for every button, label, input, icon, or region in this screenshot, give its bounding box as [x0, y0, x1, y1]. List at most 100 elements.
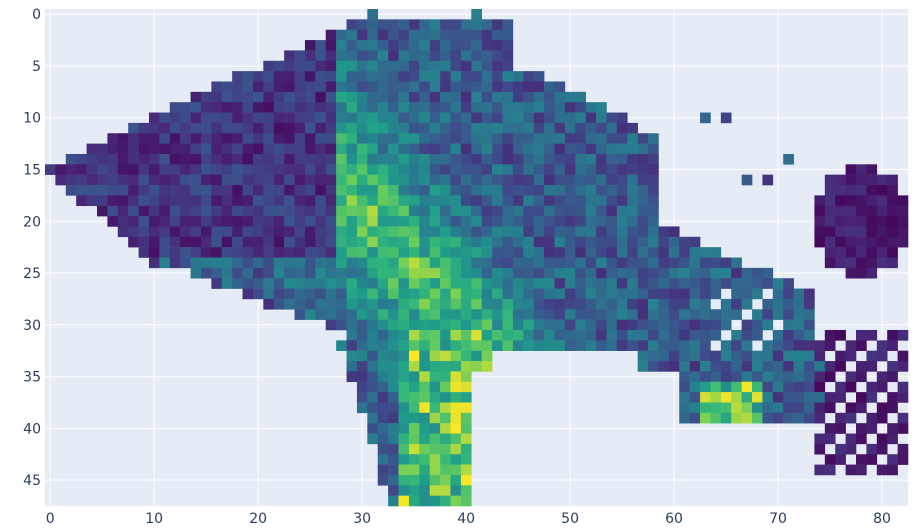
heatmap-cell	[107, 164, 119, 175]
heatmap-cell	[377, 164, 389, 175]
heatmap-cell	[564, 164, 576, 175]
heatmap-cell	[731, 361, 742, 372]
heatmap-cell	[668, 361, 680, 372]
heatmap-cell	[398, 329, 410, 341]
heatmap-cell	[616, 278, 628, 289]
heatmap-cell	[564, 174, 576, 186]
heatmap-cell	[492, 40, 503, 51]
heatmap-cell	[304, 236, 316, 248]
heatmap-cell	[346, 309, 358, 320]
heatmap-cell	[284, 174, 295, 186]
heatmap-cell	[252, 91, 264, 103]
heatmap-cell	[377, 402, 389, 414]
heatmap-cell	[523, 340, 534, 351]
heatmap-cell	[408, 319, 420, 331]
heatmap-cell	[232, 226, 243, 238]
heatmap-cell	[616, 164, 628, 175]
heatmap-cell	[502, 133, 514, 144]
y-tick-label: 35	[23, 370, 41, 386]
heatmap-cell	[460, 29, 472, 41]
heatmap-cell	[564, 309, 576, 320]
heatmap-cell	[336, 143, 347, 155]
heatmap-cell	[200, 205, 212, 217]
heatmap-cell	[398, 257, 410, 269]
heatmap-cell	[679, 257, 690, 269]
heatmap-cell	[346, 29, 358, 41]
heatmap-cell	[575, 298, 586, 310]
heatmap-cell	[346, 102, 358, 113]
heatmap-cell	[346, 19, 358, 30]
heatmap-cell	[429, 60, 441, 72]
heatmap-cell	[523, 174, 534, 186]
heatmap-cell	[419, 236, 431, 248]
heatmap-cell	[741, 298, 753, 310]
heatmap-cell	[419, 257, 431, 269]
heatmap-cell	[284, 288, 295, 300]
heatmap-cell	[440, 164, 451, 175]
heatmap-cell	[533, 133, 545, 144]
heatmap-cell	[658, 361, 670, 372]
heatmap-cell	[252, 81, 264, 93]
heatmap-cell	[772, 340, 784, 351]
heatmap-cell	[159, 153, 171, 165]
heatmap-cell	[700, 381, 711, 393]
heatmap-cell	[429, 174, 441, 186]
heatmap-cell	[377, 143, 389, 155]
heatmap-cell	[471, 298, 482, 310]
heatmap-cell	[148, 195, 160, 207]
heatmap-cell	[835, 226, 846, 238]
heatmap-cell	[284, 247, 295, 258]
heatmap-cell	[544, 112, 555, 124]
heatmap-cell	[284, 112, 295, 124]
heatmap-cell	[398, 412, 410, 424]
heatmap-cell	[356, 309, 368, 320]
heatmap-cell	[492, 122, 503, 134]
heatmap-cell	[856, 174, 867, 186]
heatmap-cell	[710, 278, 722, 289]
heatmap-cell	[440, 216, 451, 227]
heatmap-cell	[169, 122, 181, 134]
heatmap-cell	[325, 319, 337, 331]
heatmap-cell	[180, 236, 191, 248]
heatmap-cell	[502, 205, 514, 217]
heatmap-cell	[512, 288, 524, 300]
heatmap-cell	[523, 195, 534, 207]
heatmap-cell	[897, 454, 909, 465]
heatmap-cell	[762, 309, 774, 320]
heatmap-cell	[211, 195, 223, 207]
heatmap-cell	[564, 236, 576, 248]
heatmap-cell	[304, 143, 316, 155]
heatmap-cell	[148, 257, 160, 269]
heatmap-cell	[315, 71, 327, 82]
heatmap-cell	[273, 153, 285, 165]
heatmap-cell	[814, 443, 826, 455]
heatmap-cell	[450, 50, 462, 62]
heatmap-cell	[450, 454, 462, 465]
heatmap-cell	[377, 433, 389, 445]
heatmap-cell	[388, 19, 399, 30]
heatmap-cell	[263, 112, 275, 124]
heatmap-cell	[450, 185, 462, 196]
heatmap-cell	[627, 226, 638, 238]
heatmap-cell	[804, 392, 815, 403]
heatmap-cell	[887, 329, 898, 341]
heatmap-cell	[408, 133, 420, 144]
heatmap-cell	[492, 19, 503, 30]
heatmap-cell	[211, 153, 223, 165]
heatmap-cell	[419, 485, 431, 496]
heatmap-cell	[471, 81, 482, 93]
heatmap-cell	[762, 298, 774, 310]
heatmap-cell	[346, 133, 358, 144]
heatmap-cell	[388, 60, 399, 72]
heatmap-cell	[731, 350, 742, 362]
heatmap-cell	[367, 423, 379, 434]
heatmap-cell	[242, 288, 254, 300]
heatmap-cell	[762, 350, 774, 362]
heatmap-cell	[429, 350, 441, 362]
heatmap-cell	[408, 454, 420, 465]
heatmap-cell	[304, 205, 316, 217]
heatmap-cell	[544, 164, 555, 175]
heatmap-cell	[481, 153, 493, 165]
heatmap-cell	[533, 195, 545, 207]
heatmap-cell	[450, 340, 462, 351]
